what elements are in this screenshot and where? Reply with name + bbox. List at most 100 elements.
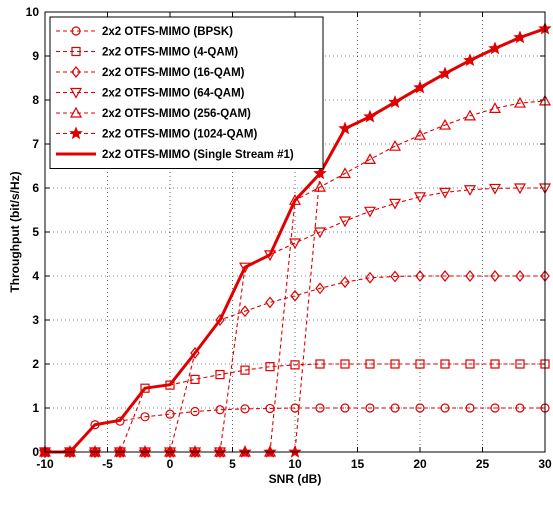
data-point [215,405,225,415]
legend-label: 2x2 OTFS-MIMO (64-QAM) [102,88,245,100]
data-point [465,270,475,282]
data-point [463,109,477,121]
data-point [390,403,400,413]
series-line [45,363,545,453]
data-point [240,305,250,318]
y-tick-label: 5 [32,225,39,239]
data-point [265,362,275,372]
plot-frame [44,11,546,453]
data-point [415,403,425,413]
data-point [390,270,400,283]
data-point [515,403,525,413]
x-tick-label: 20 [413,457,427,471]
data-point [290,360,300,370]
data-point [465,359,475,369]
x-tick-label: 30 [538,457,552,471]
data-point [413,192,427,204]
data-point [113,444,127,458]
data-point [338,216,352,228]
data-point [490,403,500,413]
series-line [45,407,545,453]
data-point [440,270,450,282]
y-tick-label: 9 [32,49,39,63]
legend-marker [71,46,81,57]
data-point [365,271,375,284]
x-tick-label: 5 [229,457,236,471]
legend-box [49,16,324,169]
data-point [215,314,225,326]
data-point [190,406,200,417]
data-point [390,359,400,369]
x-tick-label: 0 [167,457,174,471]
data-point [465,403,475,413]
data-point [438,118,452,130]
data-point [315,282,325,295]
x-tick-label: 10 [288,457,302,471]
data-point [438,187,452,199]
y-tick-label: 1 [32,401,39,415]
y-tick-label: 3 [32,313,39,327]
data-point [190,374,200,384]
data-point [263,444,277,458]
x-tick-label: -5 [102,457,113,471]
y-tick-label: 7 [32,137,39,151]
legend-label: 2x2 OTFS-MIMO (BPSK) [102,26,233,38]
legend-marker [71,26,81,36]
legend-label: 2x2 OTFS-MIMO (256-QAM) [102,108,251,120]
y-tick-label: 2 [32,357,39,371]
data-point [288,444,302,458]
data-point [513,96,527,108]
data-point [240,365,250,375]
legend-marker [69,87,83,99]
y-tick-label: 4 [32,269,39,283]
legend-label: 2x2 OTFS-MIMO (1024-QAM) [102,129,257,141]
data-point [313,227,327,239]
data-point [363,206,377,218]
series-6 [45,27,546,454]
axes: -10 -5 0 5 10 15 20 25 30 0 1 2 3 4 5 6 7 8 9 10 [26,5,552,471]
data-point [490,270,500,282]
data-point [463,185,477,196]
y-tick-label: 6 [32,181,39,195]
data-point [365,359,375,369]
data-point [138,444,152,458]
y-tick-label: 10 [26,5,40,19]
legend-marker [69,106,83,118]
data-point [488,183,502,195]
data-point [490,359,500,369]
y-axis-label: Throughput (bit/s/Hz) [8,171,22,292]
data-point [388,139,402,151]
legend-label: 2x2 OTFS-MIMO (16-QAM) [102,67,245,79]
x-axis-label: SNR (dB) [269,472,322,486]
data-point [140,412,150,422]
data-point [388,198,402,210]
data-point [488,102,502,113]
legend: 2x2 OTFS-MIMO (BPSK) 2x2 OTFS-MIMO (4-QAM… [49,16,324,169]
legend-label: 2x2 OTFS-MIMO (4-QAM) [102,47,238,59]
data-point [213,444,227,458]
data-point [340,359,350,369]
data-point [513,183,527,195]
data-point [363,153,377,164]
data-point [340,403,350,413]
data-point [440,359,450,369]
data-point [340,276,350,289]
x-tick-label: 15 [351,457,365,471]
data-point [440,403,450,413]
x-tick-label: 25 [476,457,490,471]
legend-marker [71,66,81,78]
data-point [290,289,300,302]
data-point [88,444,102,458]
data-point [515,270,525,282]
data-point [313,180,327,192]
data-point [265,296,275,309]
data-point [315,359,325,369]
data-point [165,409,175,419]
data-point [163,444,177,458]
data-point [215,369,225,380]
data-point [415,270,425,282]
data-point [288,238,302,250]
legend-label: 2x2 OTFS-MIMO (Single Stream #1) [102,149,294,161]
